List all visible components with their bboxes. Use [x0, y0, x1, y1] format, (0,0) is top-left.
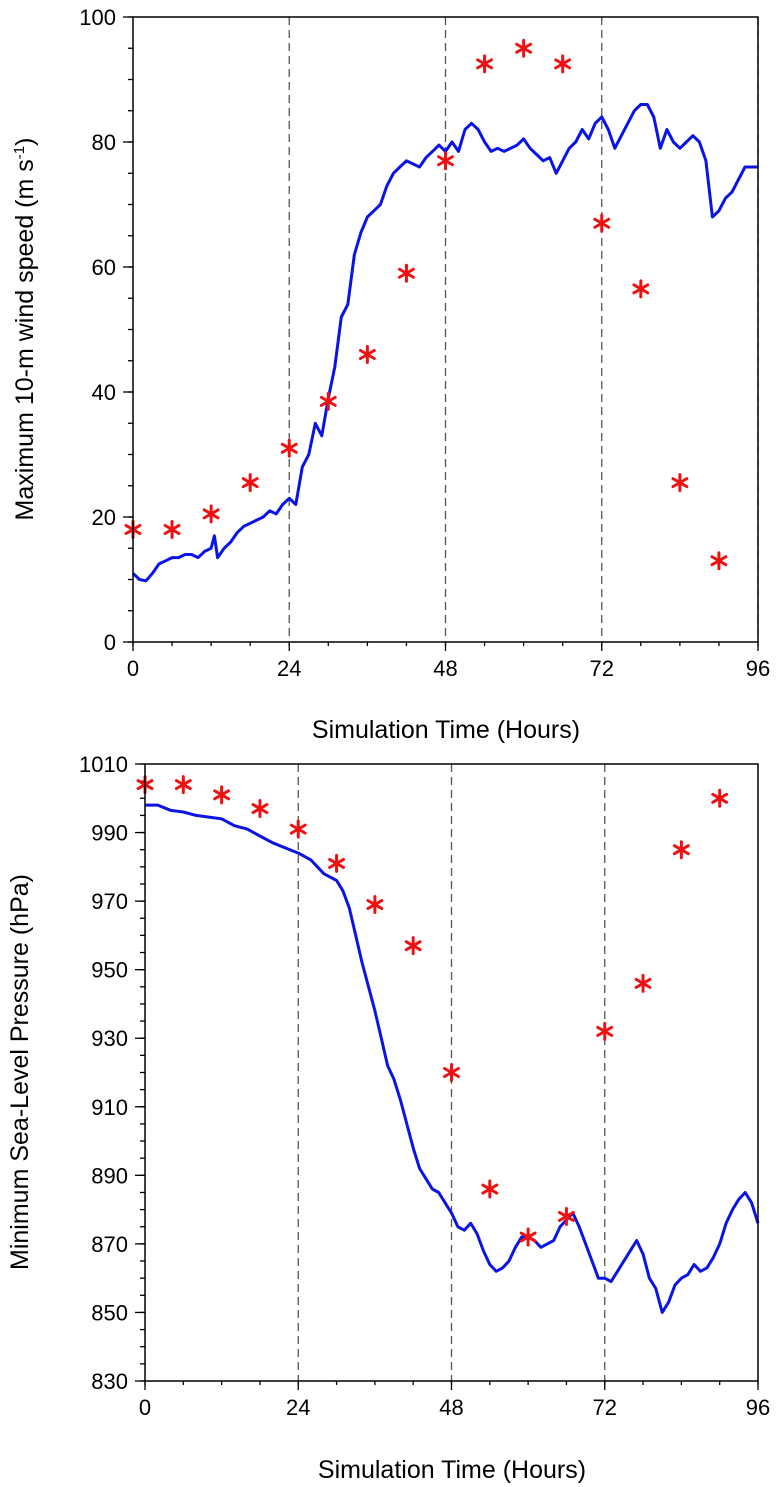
pressure-y-tick-label: 1010	[79, 752, 128, 777]
pressure-y-tick-label: 930	[91, 1026, 128, 1051]
wind-speed-plot-frame	[132, 16, 759, 643]
wind-speed-x-tick-label: 24	[277, 656, 301, 681]
pressure-y-tick-label: 990	[91, 821, 128, 846]
wind-speed-observed-point	[710, 551, 728, 571]
wind-speed-observed-point	[554, 54, 572, 74]
wind-speed-model-line	[131, 103, 758, 583]
wind-speed-observed-point	[241, 473, 259, 493]
pressure-observed-point	[174, 775, 192, 795]
wind-speed-observed-point	[515, 38, 533, 58]
wind-speed-x-axis-label: Simulation Time (Hours)	[312, 716, 580, 744]
pressure-observed-point	[596, 1021, 614, 1041]
pressure-observed-point	[366, 895, 384, 915]
pressure-observed-point	[213, 785, 231, 805]
wind-speed-y-tick-labels: 0 20 40 60 80 100	[79, 5, 116, 655]
wind-speed-observed-point	[319, 391, 337, 411]
wind-speed-y-tick-label: 60	[92, 255, 116, 280]
wind-speed-observed-point	[476, 54, 493, 74]
pressure-observed-point	[443, 1063, 460, 1082]
pressure-y-tick-label: 850	[91, 1300, 128, 1325]
pressure-plot-frame	[144, 763, 759, 1382]
pressure-y-tick-label: 910	[91, 1095, 128, 1120]
pressure-observed-point	[481, 1179, 499, 1199]
pressure-observed-point	[519, 1227, 537, 1247]
pressure-y-tick-label: 970	[91, 889, 128, 914]
pressure-y-tick-label: 830	[91, 1369, 128, 1394]
pressure-observed-point	[634, 973, 652, 993]
pressure-y-tick-label: 950	[91, 958, 128, 983]
pressure-x-tick-labels: 0 24 48 72 96	[139, 1395, 770, 1420]
wind-speed-observed-markers	[124, 38, 728, 571]
wind-speed-y-axis-label-main: Maximum 10-m wind speed (m s	[11, 159, 39, 520]
wind-speed-dashed-lines	[288, 17, 759, 642]
pressure-observed-point	[558, 1206, 575, 1226]
pressure-y-tick-label: 870	[91, 1232, 128, 1257]
wind-speed-observed-point	[593, 213, 611, 233]
pressure-x-tick-label: 48	[439, 1395, 463, 1420]
wind-speed-x-tick-label: 0	[127, 656, 139, 681]
wind-speed-x-tick-label: 96	[746, 656, 770, 681]
wind-speed-observed-point	[280, 438, 298, 458]
wind-speed-y-tick-label: 0	[104, 630, 116, 655]
pressure-model-line	[145, 803, 760, 1314]
wind-speed-observed-point	[437, 151, 454, 171]
wind-speed-observed-point	[632, 279, 650, 299]
wind-speed-panel: 0 24 48 72 96 0 20 40 60 80 100 Simulation Time (…	[11, 5, 770, 744]
wind-speed-x-tick-labels: 0 24 48 72 96	[127, 656, 770, 681]
pressure-observed-point	[251, 799, 269, 819]
wind-speed-observed-point	[671, 473, 689, 493]
pressure-observed-point	[289, 819, 307, 839]
wind-speed-y-axis-label-superscript: -1	[11, 146, 28, 159]
pressure-x-tick-label: 24	[286, 1395, 310, 1420]
pressure-panel: 0 24 48 72 96 830 850 870 890 910 930 950 970 990 101…	[6, 752, 770, 1484]
pressure-observed-point	[328, 853, 345, 873]
pressure-x-tick-label: 72	[593, 1395, 617, 1420]
pressure-observed-point	[672, 840, 690, 860]
pressure-observed-point	[711, 788, 729, 808]
pressure-y-axis-label: Minimum Sea-Level Pressure (hPa)	[6, 874, 34, 1270]
wind-speed-y-tick-label: 40	[92, 380, 116, 405]
wind-speed-observed-point	[358, 345, 376, 364]
wind-speed-observed-point	[163, 520, 181, 539]
wind-speed-observed-point	[398, 263, 415, 283]
pressure-x-tick-label: 96	[746, 1395, 770, 1420]
wind-speed-y-axis-label-close: )	[11, 138, 39, 146]
pressure-observed-point	[404, 936, 422, 956]
wind-speed-observed-point	[202, 504, 220, 524]
pressure-x-axis-label: Simulation Time (Hours)	[318, 1456, 586, 1484]
pressure-observed-markers	[136, 775, 729, 1247]
pressure-y-tick-labels: 830 850 870 890 910 930 950 970 990 1010	[79, 752, 128, 1394]
wind-speed-y-tick-label: 100	[79, 5, 116, 30]
wind-speed-y-tick-label: 20	[92, 505, 116, 530]
wind-speed-x-tick-label: 72	[590, 656, 614, 681]
pressure-x-tick-label: 0	[139, 1395, 151, 1420]
wind-speed-x-tick-label: 48	[433, 656, 457, 681]
wind-speed-y-tick-label: 80	[92, 130, 116, 155]
wind-speed-y-axis-label: Maximum 10-m wind speed (m s-1)	[11, 138, 39, 521]
pressure-y-tick-label: 890	[91, 1163, 128, 1188]
